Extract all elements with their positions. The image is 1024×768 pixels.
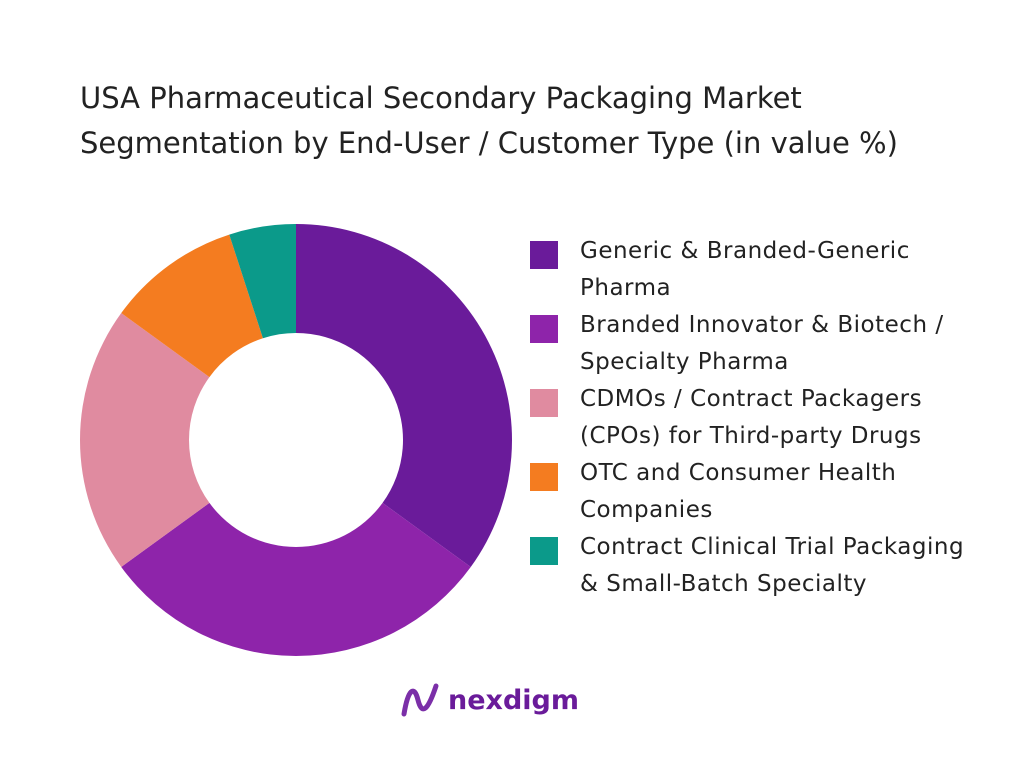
legend-label: Branded Innovator & Biotech / Specialty … <box>580 312 944 375</box>
legend-label: OTC and Consumer Health Companies <box>580 460 897 523</box>
legend-swatch <box>530 537 558 565</box>
chart-title: USA Pharmaceutical Secondary Packaging M… <box>80 81 898 160</box>
legend-item: Generic & Branded-Generic Pharma <box>530 233 1010 307</box>
brand-name: nexdigm <box>448 684 579 716</box>
legend-label: Generic & Branded-Generic Pharma <box>580 238 910 301</box>
legend-item: Contract Clinical Trial Packaging & Smal… <box>530 529 1010 603</box>
slice <box>121 502 471 656</box>
brand-logo: nexdigm <box>400 680 579 720</box>
legend: Generic & Branded-Generic Pharma Branded … <box>530 233 1010 603</box>
slice <box>80 313 210 567</box>
legend-item: OTC and Consumer Health Companies <box>530 455 1010 529</box>
legend-item: CDMOs / Contract Packagers (CPOs) for Th… <box>530 381 1010 455</box>
slice <box>121 234 263 378</box>
legend-item: Branded Innovator & Biotech / Specialty … <box>530 307 1010 381</box>
legend-label: Contract Clinical Trial Packaging & Smal… <box>580 534 965 597</box>
legend-swatch <box>530 463 558 491</box>
legend-label: CDMOs / Contract Packagers (CPOs) for Th… <box>580 386 923 449</box>
legend-swatch <box>530 315 558 343</box>
legend-swatch <box>530 241 558 269</box>
brand-icon <box>401 683 439 717</box>
slice <box>296 224 512 567</box>
slice <box>229 224 296 339</box>
legend-swatch <box>530 389 558 417</box>
